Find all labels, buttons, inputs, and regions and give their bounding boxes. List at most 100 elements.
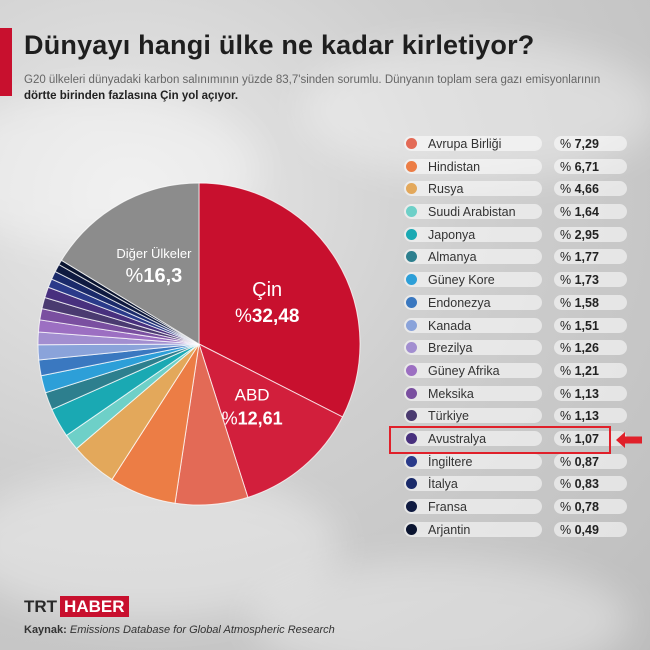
legend-item: Almanya% 1,77 — [398, 246, 638, 269]
source-text: Emissions Database for Global Atmospheri… — [66, 624, 335, 636]
legend-pct-sign: % — [560, 273, 572, 288]
legend-swatch — [406, 342, 417, 354]
legend-value-number: 1,13 — [574, 386, 599, 401]
legend-label-bg — [404, 226, 542, 242]
legend-value-bg — [554, 362, 627, 378]
legend-value-bg — [554, 430, 627, 446]
pie-slice-label: ABD %12,61 — [222, 385, 283, 428]
pie-label-value: %16,3 — [126, 265, 183, 287]
legend-value: % 1,26 — [560, 341, 599, 355]
legend-item: Rusya% 4,66 — [398, 178, 638, 201]
legend-pct-sign: % — [560, 477, 572, 492]
legend-label-bg — [404, 158, 542, 174]
subtitle-text: G20 ülkeleri dünyadaki karbon salınımını… — [24, 74, 601, 86]
pie-slice-label: Çin %32,48 — [235, 279, 299, 327]
legend-label: Avrupa Birliği — [428, 137, 502, 151]
legend-value-number: 1,13 — [574, 409, 599, 424]
legend-value-bg — [554, 408, 627, 424]
pie-label-number: 12,61 — [238, 408, 283, 428]
legend-item: Güney Afrika% 1,21 — [398, 360, 638, 383]
legend-item: Japonya % 2,95 — [398, 224, 638, 247]
legend-value-number: 0,49 — [574, 522, 599, 537]
legend-swatch — [406, 183, 417, 195]
legend-value-number: 1,21 — [574, 363, 599, 378]
legend-label-bg — [404, 453, 542, 469]
legend-label-bg — [404, 340, 542, 356]
legend-value-bg — [554, 272, 627, 288]
legend-value: % 1,51 — [560, 319, 599, 333]
legend-item: Arjantin % 0,49 — [398, 519, 638, 542]
legend-value-number: 1,58 — [574, 295, 599, 310]
legend-label-bg — [404, 521, 542, 537]
legend-value-bg — [554, 340, 627, 356]
subtitle-bold: dörtte birinden fazlasına Çin yol açıyor… — [24, 90, 239, 102]
legend-value: % 6,71 — [560, 160, 599, 174]
legend-value-number: 0,87 — [574, 454, 599, 469]
legend-value-number: 4,66 — [574, 182, 599, 197]
legend-value-number: 1,64 — [574, 205, 599, 220]
legend-label-bg — [404, 362, 542, 378]
legend-value-number: 1,77 — [574, 250, 599, 265]
legend-label: Fransa — [428, 500, 467, 514]
pie-slice — [60, 182, 200, 345]
legend-label-bg — [404, 385, 542, 401]
legend-pct-sign: % — [560, 182, 572, 197]
legend-label: Meksika — [428, 386, 474, 401]
legend-label-bg — [404, 499, 542, 514]
legend-pct-sign: % — [560, 500, 572, 514]
legend-value-bg — [554, 521, 627, 537]
legend-item: Hindistan % 6,71 — [398, 156, 638, 179]
legend-item: Güney Kore% 1,73 — [398, 269, 638, 292]
legend-value: % 0,78 — [560, 500, 599, 514]
legend-value-bg — [554, 453, 627, 469]
pie-label-name: ABD — [235, 385, 270, 404]
legend-value: % 1,21 — [560, 364, 599, 378]
legend-value-number: 6,71 — [574, 159, 599, 174]
legend-label: Kanada — [428, 318, 472, 333]
legend-pct-sign: % — [560, 363, 572, 378]
legend-item: Avustralya% 1,07 — [398, 428, 638, 451]
legend-value-bg — [554, 249, 627, 265]
legend-item: İtalya% 0,83 — [398, 473, 638, 496]
legend-pct-sign: % — [560, 137, 572, 151]
legend-value-bg — [554, 204, 627, 220]
legend-label: Brezilya — [428, 341, 473, 356]
legend-value: % 1,58 — [560, 296, 599, 310]
legend-value: % 0,49 — [560, 523, 599, 537]
legend-label: Rusya — [428, 182, 464, 197]
legend-label: Suudi Arabistan — [428, 205, 516, 220]
legend-pct-sign: % — [560, 341, 572, 356]
legend-item: Meksika% 1,13 — [398, 383, 638, 406]
legend-swatch — [406, 319, 417, 331]
legend-item: Kanada % 1,51 — [398, 315, 638, 338]
legend-pct-sign: % — [560, 409, 572, 424]
legend-swatch — [406, 251, 417, 263]
legend-value: % 1,13 — [560, 409, 599, 423]
legend-label: Arjantin — [428, 522, 471, 537]
source-label: Kaynak: — [24, 624, 67, 636]
legend-pct-sign: % — [560, 318, 572, 333]
legend-value-number: 1,07 — [574, 431, 599, 446]
legend-label-bg — [404, 136, 542, 151]
legend-swatch — [406, 364, 417, 376]
legend-value: % 7,29 — [560, 137, 599, 151]
legend-value-number: 1,26 — [574, 341, 599, 356]
legend-value-bg — [554, 385, 627, 401]
legend-label: Hindistan — [428, 159, 481, 174]
legend-swatch — [406, 501, 417, 512]
legend-value-number: 7,29 — [574, 137, 599, 151]
logo-haber: HABER — [60, 596, 129, 617]
legend-value: % 0,87 — [560, 455, 599, 469]
legend-item: Türkiye% 1,13 — [398, 405, 638, 428]
legend-label: Japonya — [428, 227, 476, 242]
legend-label-bg — [404, 317, 542, 333]
pie-slice — [198, 182, 361, 418]
legend-value: % 2,95 — [560, 228, 599, 242]
trt-haber-logo: TRT HABER — [24, 596, 129, 617]
legend-swatch — [406, 455, 417, 467]
logo-trt: TRT — [24, 597, 58, 616]
legend-value-bg — [554, 136, 627, 151]
legend-value-number: 1,73 — [574, 273, 599, 288]
